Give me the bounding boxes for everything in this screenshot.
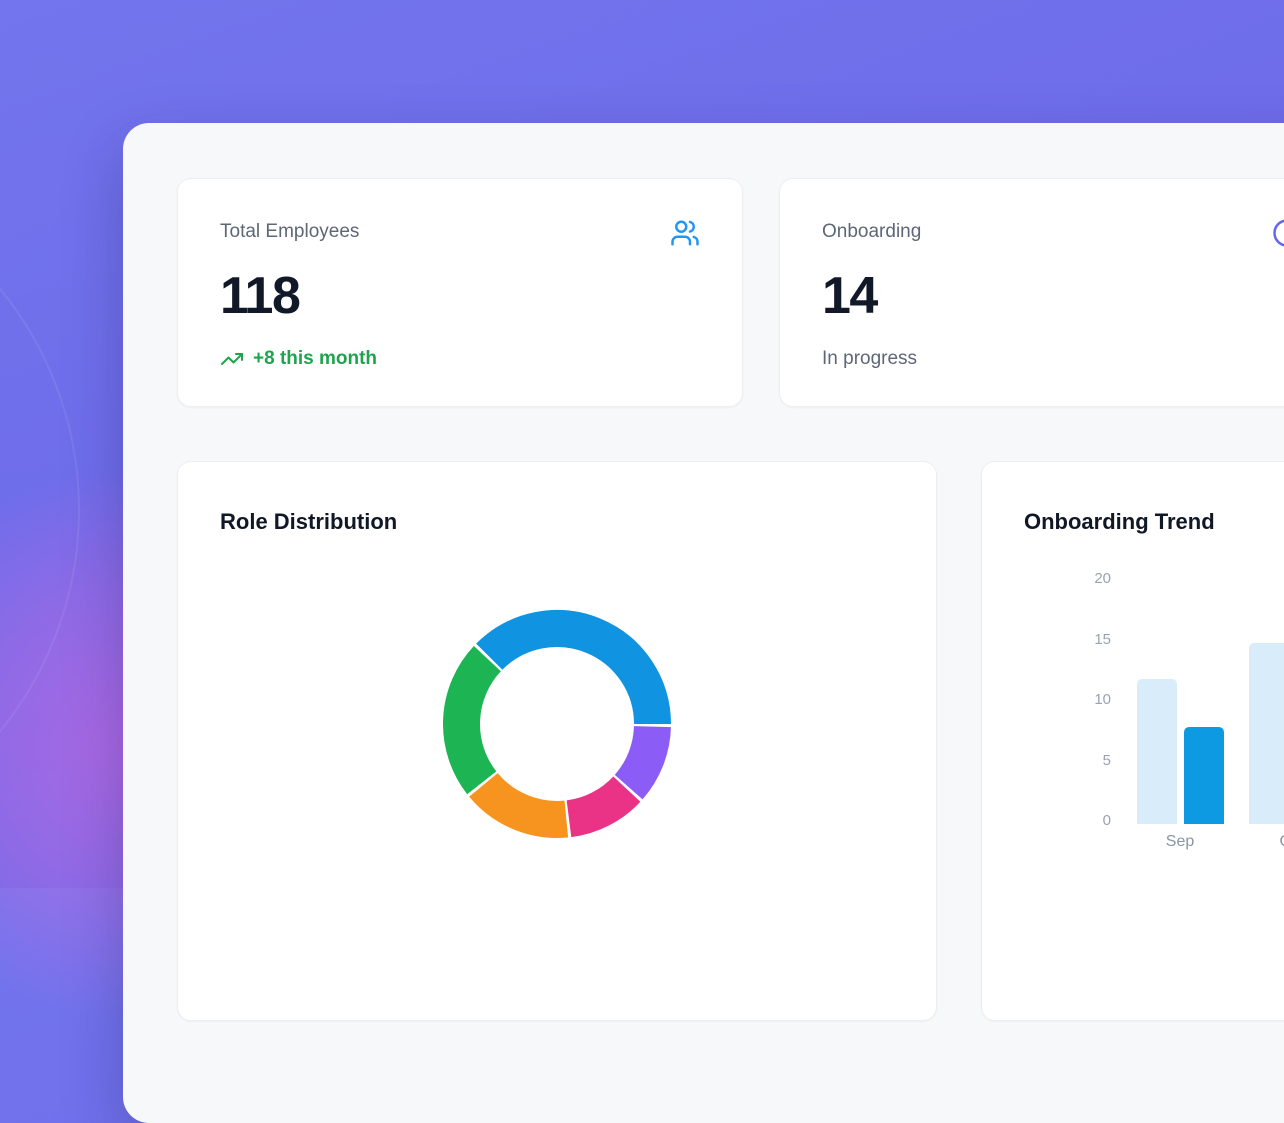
donut-segment-purple (629, 727, 653, 787)
stat-status: In progress (822, 346, 1284, 372)
y-tick-label: 20 (1067, 569, 1111, 589)
bar-light-blue-sep (1137, 679, 1177, 824)
donut-chart (220, 604, 894, 844)
card-title: Role Distribution (220, 508, 894, 536)
donut-segment-blue (489, 629, 652, 724)
dashboard-panel: Total Employees 118 +8 this month Onboar… (123, 123, 1284, 1123)
stat-card-onboarding: Onboarding 14 In progress (779, 178, 1284, 407)
donut-segment-green (461, 659, 487, 783)
y-tick-label: 10 (1067, 690, 1111, 710)
bar-light-blue-oct (1249, 643, 1284, 825)
y-tick-label: 5 (1067, 751, 1111, 771)
users-icon (670, 218, 700, 248)
donut-chart-svg (437, 604, 677, 844)
card-onboarding-trend: Onboarding Trend 05101520SepOct (981, 461, 1284, 1021)
stat-trend-text: +8 this month (253, 346, 377, 372)
x-axis-label: Oct (1260, 832, 1284, 852)
dashboard-background: { "stats": [ { "label": "Total Employees… (0, 0, 1284, 888)
donut-segment-pink (569, 789, 627, 819)
stat-value: 14 (822, 268, 1284, 324)
stat-label: Onboarding (822, 221, 921, 243)
x-axis-label: Sep (1148, 832, 1212, 852)
y-tick-label: 0 (1067, 811, 1111, 831)
stat-trend: +8 this month (220, 346, 700, 372)
bar-chart: 0 5 10 15 20 Sep Oct (982, 462, 1284, 1022)
trending-up-icon (220, 347, 244, 371)
stat-card-total-employees: Total Employees 118 +8 this month (177, 178, 743, 407)
card-role-distribution: Role Distribution (177, 461, 937, 1021)
stat-status-text: In progress (822, 346, 917, 372)
stat-label: Total Employees (220, 221, 359, 243)
stat-value: 118 (220, 268, 700, 324)
clock-icon (1272, 218, 1284, 248)
bar-dark-blue-sep (1184, 727, 1224, 824)
donut-segment-orange (483, 785, 566, 820)
y-tick-label: 15 (1067, 630, 1111, 650)
